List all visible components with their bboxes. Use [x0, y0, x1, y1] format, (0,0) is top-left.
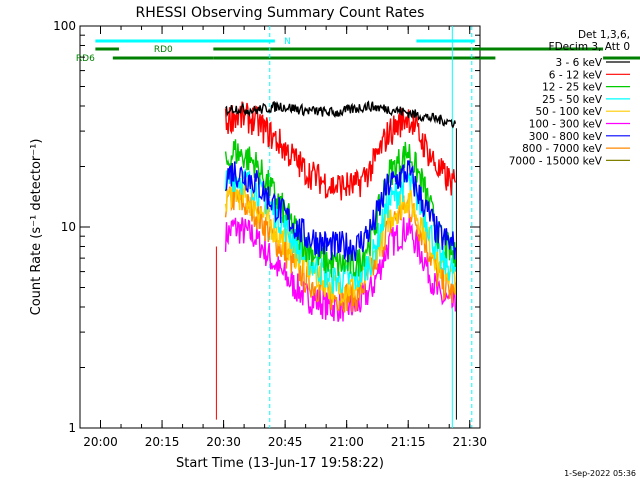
x-axis-label: Start Time (13-Jun-17 19:58:22) — [176, 456, 384, 471]
legend-header: FDecim 3, Att 0 — [549, 41, 630, 53]
axes-layer: 20:00 20:15 20:30 20:45 21:00 21:15 21:30 1 10 10… — [53, 19, 487, 449]
legend-label: 800 - 7000 keV — [522, 143, 603, 155]
x-tick-label: 21:30 — [452, 435, 487, 449]
legend-label: 25 - 50 keV — [542, 94, 603, 106]
series-line-300-800-kev — [224, 160, 457, 263]
x-tick-label: 21:15 — [391, 435, 426, 449]
timestamp-annotation: 1-Sep-2022 05:36 — [564, 469, 636, 478]
legend-label: 6 - 12 keV — [549, 69, 603, 81]
y-tick-label: 100 — [53, 19, 76, 33]
x-tick-label: 20:00 — [83, 435, 118, 449]
legend-label: 12 - 25 keV — [542, 82, 603, 94]
data-layer: N RD0 RD6 — [76, 26, 640, 428]
y-tick-label: 1 — [68, 421, 76, 435]
x-tick-label: 20:45 — [268, 435, 303, 449]
x-tick-label: 21:00 — [329, 435, 364, 449]
legend-header: Det 1,3,6, — [578, 29, 630, 41]
legend-label: 300 - 800 keV — [529, 131, 603, 143]
y-axis-label: Count Rate (s⁻¹ detector⁻¹) — [29, 139, 44, 316]
y-tick-label: 10 — [61, 220, 76, 234]
series-line-800-7000-kev — [224, 184, 457, 313]
flag-label-n: N — [284, 37, 291, 47]
legend-label: 100 - 300 keV — [529, 119, 603, 131]
series-line-100-300-kev — [224, 213, 457, 322]
flag-label-rd0: RD0 — [154, 45, 173, 55]
flag-label-rd6: RD6 — [76, 54, 95, 64]
x-tick-label: 20:30 — [206, 435, 241, 449]
legend-label: 3 - 6 keV — [555, 57, 602, 69]
chart-title: RHESSI Observing Summary Count Rates — [136, 5, 425, 21]
legend-label: 7000 - 15000 keV — [509, 155, 603, 167]
series-line-3-6-kev — [225, 100, 457, 129]
series-line-6-12-kev — [224, 101, 457, 201]
x-tick-label: 20:15 — [145, 435, 180, 449]
legend-label: 50 - 100 keV — [535, 106, 602, 118]
